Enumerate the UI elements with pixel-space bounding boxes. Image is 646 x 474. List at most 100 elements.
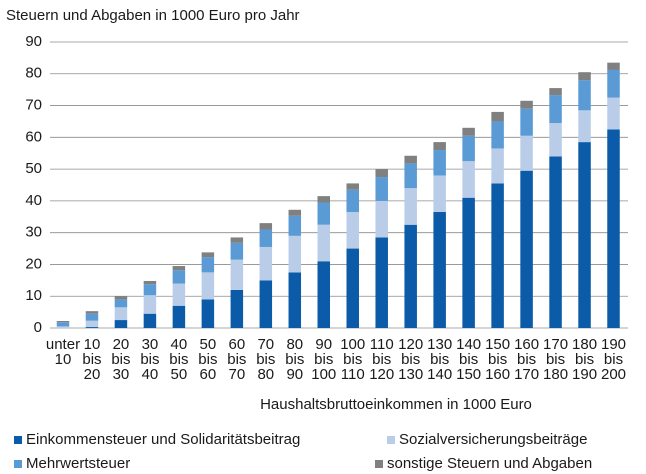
- bar-segment: [346, 189, 359, 213]
- bar-segment: [172, 270, 186, 284]
- bar-segment: [491, 183, 504, 328]
- x-tick-label: bis: [82, 351, 101, 368]
- x-tick-label: bis: [517, 351, 536, 368]
- bar-segment: [85, 313, 99, 321]
- bar-segment: [56, 321, 70, 323]
- bar-segment: [346, 248, 359, 328]
- x-tick-label: 40: [171, 336, 188, 353]
- x-tick-label: bis: [372, 351, 391, 368]
- x-tick-label: 170: [514, 366, 539, 383]
- bar-segment: [85, 320, 99, 328]
- bar-segment: [259, 229, 273, 247]
- x-tick-label: 100: [340, 336, 365, 353]
- x-tick-label: 190: [601, 336, 626, 353]
- x-tick-label: bis: [111, 351, 130, 368]
- x-tick-label: 40: [142, 366, 159, 383]
- bar-segment: [462, 197, 475, 328]
- legend-marker: [14, 460, 22, 468]
- x-tick-label: 170: [543, 336, 568, 353]
- bar-segment: [317, 202, 331, 225]
- x-tick-label: 20: [113, 336, 130, 353]
- bar-segment: [520, 135, 533, 171]
- x-tick-label: 20: [84, 366, 101, 383]
- bar-segment: [404, 188, 417, 225]
- x-axis-label: Haushaltsbruttoeinkommen in 1000 Euro: [260, 396, 532, 413]
- bar-segment: [375, 237, 388, 328]
- y-tick-label: 30: [25, 224, 42, 241]
- x-tick-label: 150: [485, 336, 510, 353]
- x-tick-label: 30: [113, 366, 130, 383]
- y-tick-label: 20: [25, 255, 42, 272]
- x-tick-label: 10: [55, 351, 72, 368]
- x-tick-label: 150: [456, 366, 481, 383]
- bar-segment: [143, 280, 157, 285]
- bar-segment: [259, 246, 273, 281]
- x-tick-label: 80: [286, 336, 303, 353]
- x-tick-label: 130: [427, 336, 452, 353]
- x-tick-label: 130: [398, 366, 423, 383]
- x-tick-label: 160: [485, 366, 510, 383]
- x-tick-label: bis: [575, 351, 594, 368]
- bar-segment: [85, 311, 99, 314]
- x-tick-label: 10: [84, 336, 101, 353]
- y-tick-label: 60: [25, 128, 42, 145]
- bar-segment: [433, 150, 446, 176]
- x-tick-label: bis: [430, 351, 449, 368]
- bar-segment: [230, 237, 244, 243]
- x-tick-label: bis: [140, 351, 159, 368]
- bar-segment: [114, 307, 128, 321]
- x-tick-label: 60: [228, 336, 245, 353]
- legend-label: Mehrwertsteuer: [26, 455, 130, 472]
- legend-marker: [375, 460, 383, 468]
- chart-title: Steuern und Abgaben in 1000 Euro pro Jah…: [6, 7, 300, 24]
- legend-label: sonstige Steuern und Abgaben: [387, 455, 592, 472]
- x-tick-label: 70: [228, 366, 245, 383]
- bar-segment: [491, 111, 504, 122]
- x-tick-label: bis: [256, 351, 275, 368]
- x-tick-label: unter: [46, 336, 80, 353]
- x-tick-label: 160: [514, 336, 539, 353]
- bar-segment: [607, 97, 620, 130]
- x-tick-label: bis: [314, 351, 333, 368]
- x-tick-label: bis: [546, 351, 565, 368]
- y-tick-label: 50: [25, 160, 42, 177]
- bar-segment: [462, 127, 475, 136]
- x-tick-label: bis: [227, 351, 246, 368]
- bar-segment: [462, 161, 475, 198]
- x-tick-label: bis: [488, 351, 507, 368]
- bar-segment: [549, 88, 562, 96]
- bar-segment: [520, 100, 533, 109]
- bar-segment: [230, 259, 244, 290]
- bar-segment: [607, 69, 620, 98]
- bar-segment: [288, 209, 302, 216]
- bar-segment: [491, 148, 504, 184]
- x-tick-label: bis: [459, 351, 478, 368]
- bar-segment: [56, 322, 70, 327]
- bar-segment: [114, 299, 128, 308]
- bar-segment: [375, 177, 388, 201]
- bar-segment: [578, 72, 591, 81]
- bar-segment: [172, 266, 186, 271]
- bar-segment: [578, 80, 591, 111]
- bar-segment: [317, 261, 331, 328]
- x-tick-label: 190: [572, 366, 597, 383]
- bar-segment: [317, 224, 331, 262]
- x-tick-label: 70: [257, 336, 274, 353]
- y-tick-label: 90: [25, 33, 42, 50]
- bar-segment: [143, 313, 157, 328]
- legend-label: Einkommensteuer und Solidaritätsbeitrag: [26, 431, 300, 448]
- bar-segment: [375, 200, 388, 238]
- x-tick-label: 200: [601, 366, 626, 383]
- x-tick-label: bis: [401, 351, 420, 368]
- x-tick-label: 110: [370, 336, 394, 353]
- bar-segment: [520, 108, 533, 136]
- bar-segment: [578, 110, 591, 143]
- bar-segment: [404, 155, 417, 164]
- y-tick-label: 40: [25, 192, 42, 209]
- x-tick-label: 50: [171, 366, 188, 383]
- bar-segment: [201, 252, 215, 258]
- x-tick-label: 90: [315, 336, 332, 353]
- x-tick-label: 120: [398, 336, 423, 353]
- bar-segment: [172, 283, 186, 306]
- x-tick-label: 50: [200, 336, 217, 353]
